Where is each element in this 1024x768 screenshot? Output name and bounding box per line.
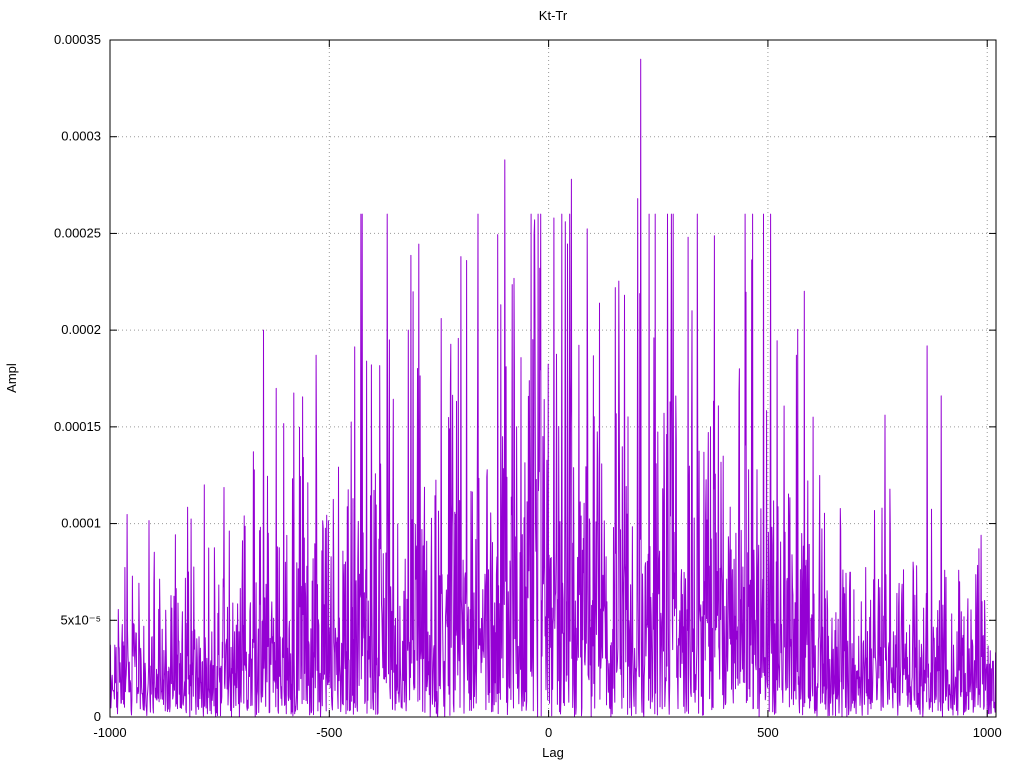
plot-border: [109, 39, 997, 718]
y-tick-label: 0.0003: [61, 129, 101, 144]
y-tick-label: 0.0001: [61, 516, 101, 531]
x-tick-label: -500: [316, 725, 342, 740]
data-series: [109, 58, 997, 718]
y-axis-label: Ampl: [4, 363, 19, 393]
y-tick-label: 0: [94, 709, 101, 724]
y-tick-label: 0.00025: [54, 225, 101, 240]
x-tick-label: 500: [757, 725, 779, 740]
x-tick-label: 1000: [973, 725, 1002, 740]
tick-labels: -1000 -500 0 500 1000 0 5x10⁻⁵ 0.0001 0.00015 0.0…: [54, 32, 1002, 740]
y-tick-label: 0.00015: [54, 419, 101, 434]
chart-title: Kt-Tr: [539, 8, 568, 23]
data-series-path: [109, 58, 997, 718]
axis-ticks: [109, 39, 996, 718]
x-axis-label: Lag: [542, 745, 564, 760]
y-tick-label: 0.00035: [54, 32, 101, 47]
y-tick-label: 5x10⁻⁵: [61, 612, 101, 627]
x-tick-label: -1000: [93, 725, 126, 740]
x-tick-label: 0: [545, 725, 552, 740]
y-tick-label: 0.0002: [61, 322, 101, 337]
